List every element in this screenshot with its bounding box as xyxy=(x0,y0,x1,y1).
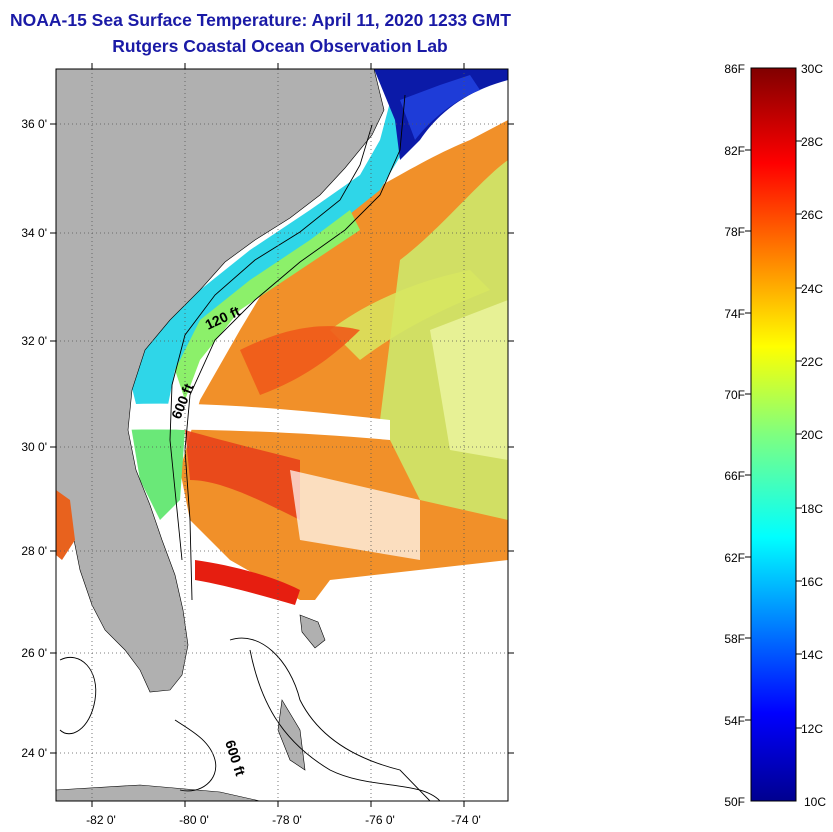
depth-contours xyxy=(59,94,441,801)
lat-label: 26 0' xyxy=(21,646,47,660)
colorbar-f-label: 70F xyxy=(724,388,745,402)
lon-label: -78 0' xyxy=(272,813,302,827)
sst-field xyxy=(56,69,508,801)
colorbar-c-label: 18C xyxy=(801,502,823,516)
colorbar-c-label: 26C xyxy=(801,208,823,222)
chart-title: NOAA-15 Sea Surface Temperature: April 1… xyxy=(10,10,511,30)
colorbar-c-label: 28C xyxy=(801,135,823,149)
colorbar-f-label: 58F xyxy=(724,632,745,646)
lon-label: -82 0' xyxy=(86,813,116,827)
colorbar-c-label: 20C xyxy=(801,428,823,442)
land-mass xyxy=(56,69,385,801)
colorbar-c-label: 30C xyxy=(801,62,823,76)
colorbar-c-label: 12C xyxy=(801,722,823,736)
colorbar-f-label: 50F xyxy=(724,795,745,809)
colorbar-c-label: 16C xyxy=(801,575,823,589)
colorbar-f-label: 86F xyxy=(724,62,745,76)
lat-label: 30 0' xyxy=(21,440,47,454)
lon-label: -76 0' xyxy=(365,813,395,827)
lat-label: 32 0' xyxy=(21,334,47,348)
lon-label: -80 0' xyxy=(179,813,209,827)
colorbar: 86F 82F 78F 74F 70F 66F 62F 58F 54F 50F … xyxy=(724,62,826,809)
chart-subtitle: Rutgers Coastal Ocean Observation Lab xyxy=(112,36,448,56)
lat-label: 28 0' xyxy=(21,544,47,558)
colorbar-f-label: 62F xyxy=(724,551,745,565)
colorbar-c-label: 24C xyxy=(801,282,823,296)
graticule xyxy=(56,69,508,801)
lat-label: 36 0' xyxy=(21,117,47,131)
colorbar-f-label: 74F xyxy=(724,307,745,321)
lat-label: 34 0' xyxy=(21,226,47,240)
colorbar-c-label: 10C xyxy=(804,795,826,809)
colorbar-f-label: 66F xyxy=(724,469,745,483)
colorbar-f-label: 78F xyxy=(724,225,745,239)
colorbar-f-label: 54F xyxy=(724,714,745,728)
colorbar-f-label: 82F xyxy=(724,144,745,158)
colorbar-c-label: 14C xyxy=(801,648,823,662)
colorbar-c-label: 22C xyxy=(801,355,823,369)
lat-label: 24 0' xyxy=(21,746,47,760)
lon-label: -74 0' xyxy=(451,813,481,827)
